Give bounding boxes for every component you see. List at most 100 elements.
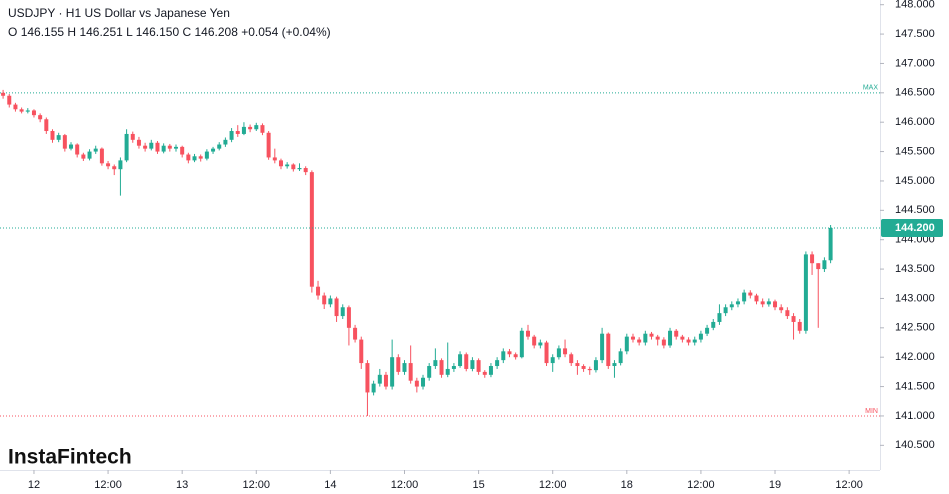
- candle-body: [383, 374, 388, 387]
- candle-body: [476, 360, 481, 372]
- candle-body: [773, 301, 778, 308]
- candle-body: [532, 336, 537, 346]
- candle-body: [25, 110, 30, 112]
- candle-body: [161, 145, 166, 152]
- candle-body: [748, 292, 753, 296]
- y-tick-label: 145.000: [895, 175, 935, 187]
- candle-body: [575, 363, 580, 367]
- ohlc-value: 146.208: [195, 25, 239, 39]
- candle-body: [390, 357, 395, 387]
- candle-body: [803, 254, 808, 331]
- candle-body: [495, 360, 500, 367]
- x-tick-label: 12:00: [539, 479, 567, 491]
- candle-body: [791, 316, 796, 322]
- candle-body: [711, 321, 716, 328]
- candle-body: [735, 301, 740, 305]
- candle-body: [637, 339, 642, 343]
- candle-body: [31, 110, 36, 116]
- candle-body: [143, 145, 148, 149]
- y-tick-label: 146.500: [895, 87, 935, 99]
- chart-title: USDJPY · H1 US Dollar vs Japanese Yen: [8, 6, 230, 20]
- candle-body: [260, 125, 265, 133]
- candle-body: [779, 307, 784, 311]
- candle-body: [44, 119, 49, 132]
- y-tick-label: 143.500: [895, 263, 935, 275]
- candle-body: [334, 298, 339, 317]
- candle-body: [612, 363, 617, 367]
- candle-body: [655, 336, 660, 340]
- candle-body: [451, 366, 456, 369]
- candle-body: [186, 154, 191, 161]
- candle-body: [482, 371, 487, 375]
- candle-body: [297, 168, 302, 170]
- candle-body: [235, 131, 240, 134]
- candle-body: [180, 146, 185, 155]
- candle-body: [661, 339, 666, 346]
- y-tick-label: 143.000: [895, 292, 935, 304]
- candle-body: [69, 144, 74, 149]
- candle-body: [99, 148, 104, 164]
- candle-body: [433, 360, 438, 367]
- candle-body: [563, 348, 568, 355]
- y-tick-label: 146.000: [895, 116, 935, 128]
- candle-body: [93, 148, 98, 152]
- candle-body: [118, 160, 123, 170]
- candle-body: [822, 260, 827, 270]
- candle-body: [75, 144, 80, 155]
- candle-body: [439, 360, 444, 375]
- ohlc-header: O 146.155 H 146.251 L 146.150 C 146.208 …: [8, 25, 331, 39]
- candle-body: [266, 132, 271, 158]
- candle-body: [130, 133, 135, 140]
- candle-body: [569, 354, 574, 364]
- candle-body: [587, 368, 592, 371]
- price-tag-label: 144.200: [895, 222, 935, 234]
- candle-body: [328, 298, 333, 305]
- candle-body: [1, 92, 6, 96]
- x-tick-label: 18: [621, 479, 633, 491]
- candle-body: [204, 151, 209, 159]
- candle-body: [544, 342, 549, 364]
- y-tick-label: 147.500: [895, 28, 935, 40]
- candle-body: [550, 357, 555, 364]
- candle-body: [630, 336, 635, 340]
- candle-body: [346, 307, 351, 328]
- candle-body: [248, 126, 253, 130]
- candle-body: [488, 366, 493, 375]
- candle-body: [766, 301, 771, 305]
- ohlc-label: O: [8, 25, 17, 39]
- ohlc-value: 146.155: [21, 25, 65, 39]
- max-label: MAX: [863, 85, 879, 92]
- candle-body: [414, 380, 419, 387]
- candle-body: [692, 339, 697, 343]
- candle-body: [19, 109, 24, 112]
- x-tick-label: 12:00: [94, 479, 122, 491]
- candle-body: [556, 348, 561, 358]
- candle-body: [272, 157, 277, 161]
- candle-body: [81, 154, 86, 159]
- candle-body: [136, 139, 141, 146]
- candle-body: [322, 295, 327, 305]
- y-tick-label: 142.500: [895, 322, 935, 334]
- ohlc-label: C: [182, 25, 191, 39]
- candle-body: [174, 146, 178, 149]
- candle-body: [211, 148, 216, 152]
- y-tick-label: 142.000: [895, 351, 935, 363]
- candle-body: [470, 360, 475, 369]
- candle-body: [223, 139, 228, 145]
- candle-body: [254, 125, 259, 130]
- candle-body: [754, 295, 759, 302]
- x-tick-label: 12:00: [835, 479, 863, 491]
- y-tick-label: 148.000: [895, 0, 935, 11]
- y-tick-label: 145.500: [895, 145, 935, 157]
- candle-body: [192, 156, 197, 161]
- candle-body: [309, 172, 314, 287]
- x-tick-label: 12:00: [391, 479, 419, 491]
- candle-body: [600, 333, 605, 361]
- candle-body: [377, 374, 382, 384]
- candle-body: [229, 131, 234, 140]
- candle-body: [13, 104, 18, 110]
- candle-body: [618, 351, 623, 364]
- candle-body: [501, 351, 506, 361]
- candle-body: [810, 254, 815, 264]
